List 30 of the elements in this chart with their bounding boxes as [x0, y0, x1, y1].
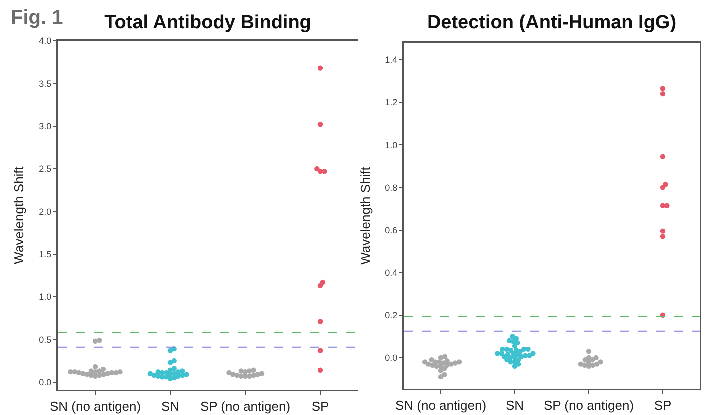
x-tick-label: SP: [312, 399, 330, 414]
y-tick-label: 1.5: [39, 249, 52, 260]
y-tick-label: 0.0: [39, 377, 52, 388]
y-tick-label: 0.2: [385, 310, 398, 321]
y-axis-title: Wavelength Shift: [358, 166, 373, 265]
y-tick-label: 1.2: [385, 98, 398, 108]
y-tick-label: 1.4: [385, 55, 398, 66]
x-tick-label: SP (no antigen): [544, 398, 634, 414]
y-tick-label: 1.0: [39, 292, 52, 302]
y-tick-label: 3.5: [39, 78, 52, 89]
y-tick-label: 0.4: [385, 268, 398, 278]
x-tick-label: SP: [654, 398, 672, 414]
x-tick-label: SN (no antigen): [50, 399, 142, 414]
y-tick-label: 0.6: [385, 225, 398, 236]
y-axis-title: Wavelength Shift: [11, 166, 26, 264]
chart-title: Detection (Anti-Human IgG): [427, 12, 677, 34]
x-tick-label: SN: [506, 398, 524, 414]
y-tick-label: 2.5: [39, 164, 52, 174]
x-tick-label: SP (no antigen): [200, 399, 291, 414]
caption: Fig. 1: [11, 7, 64, 29]
y-tick-label: 3.0: [39, 121, 52, 132]
chart-title: Total Antibody Binding: [104, 12, 312, 34]
y-tick-label: 4.0: [39, 36, 52, 46]
y-tick-label: 0.5: [39, 334, 52, 345]
y-tick-label: 0.0: [385, 353, 398, 364]
x-tick-label: SN: [161, 399, 180, 414]
y-tick-label: 0.8: [385, 182, 398, 193]
y-tick-label: 2.0: [39, 206, 52, 217]
x-tick-label: SN (no antigen): [395, 398, 487, 414]
y-tick-label: 1.0: [385, 140, 398, 150]
